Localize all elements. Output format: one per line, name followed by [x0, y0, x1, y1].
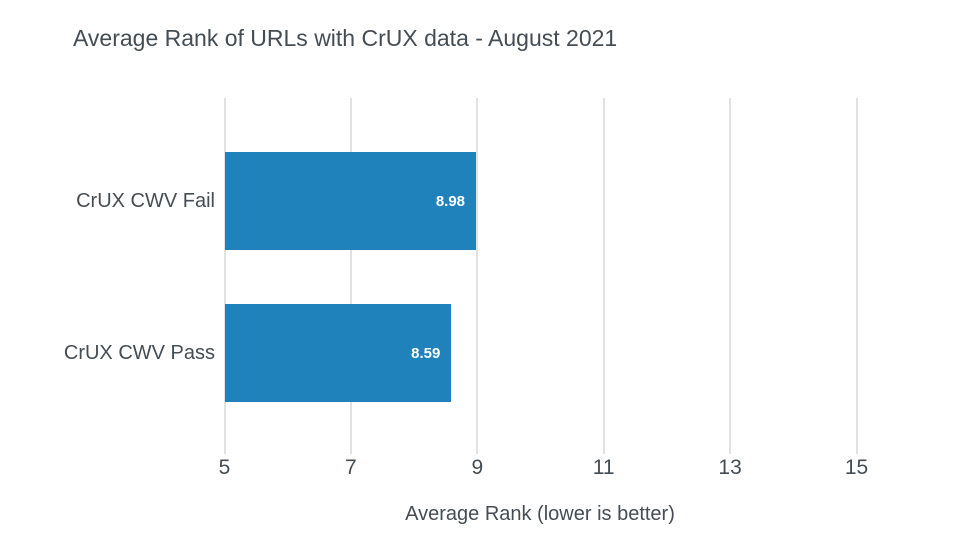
x-tick-label-11: 11 [592, 456, 615, 479]
x-tick-label-13: 13 [718, 456, 742, 479]
category-label-crux-cwv-pass: CrUX CWV Pass [63, 341, 215, 364]
x-tick-label-15: 15 [844, 456, 869, 479]
gridline-11 [602, 98, 605, 454]
bar-crux-cwv-pass: 8.59 [224, 304, 452, 402]
bar-value-label-crux-cwv-fail: 8.98 [435, 192, 466, 210]
gridline-9 [476, 98, 479, 454]
x-tick-label-9: 9 [471, 456, 484, 479]
gridline-15 [855, 98, 858, 454]
gridline-7 [349, 98, 352, 454]
bar-value-label-crux-cwv-pass: 8.59 [411, 344, 441, 362]
category-label-crux-cwv-fail: CrUX CWV Fail [76, 189, 215, 212]
x-tick-label-7: 7 [345, 456, 357, 479]
x-tick-label-5: 5 [218, 456, 231, 479]
gridline-5 [223, 98, 226, 454]
chart-title: Average Rank of URLs with CrUX data - Au… [73, 25, 618, 51]
gridline-13 [729, 98, 732, 454]
bar-crux-cwv-fail: 8.98 [224, 152, 477, 250]
x-axis-label: Average Rank (lower is better) [405, 503, 675, 525]
